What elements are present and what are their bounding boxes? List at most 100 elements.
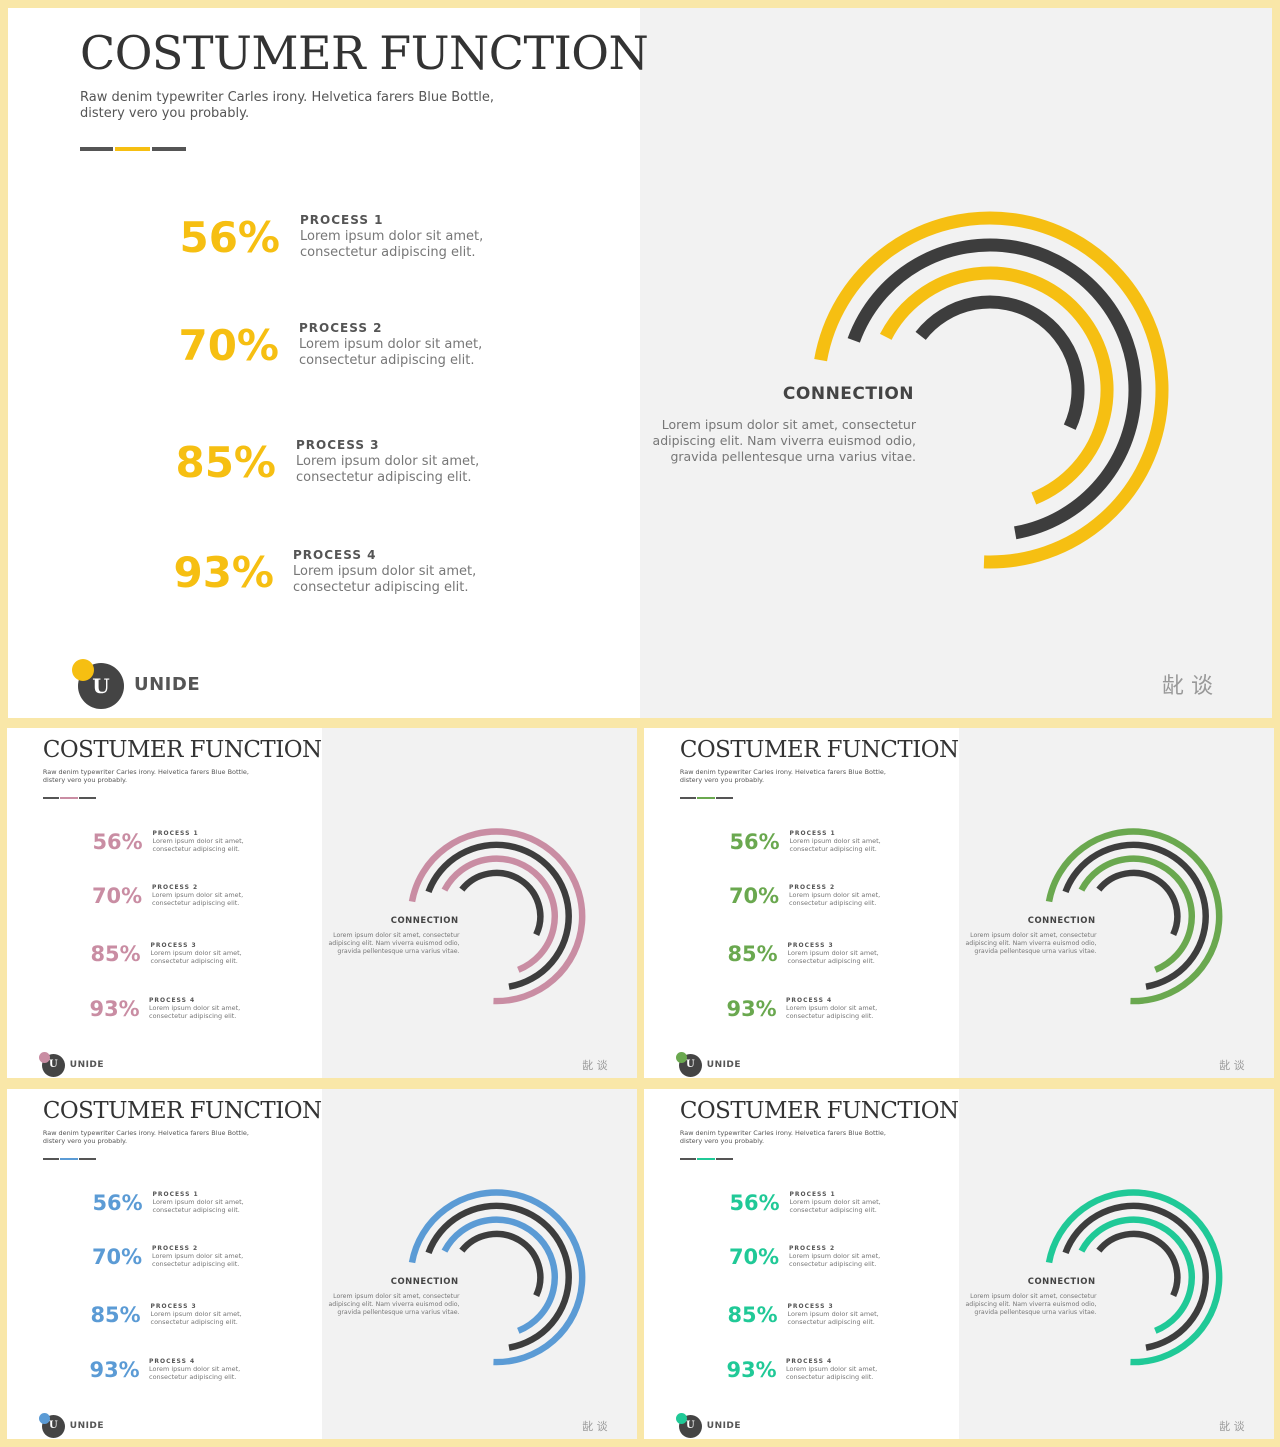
divider-middle xyxy=(60,797,78,800)
process-desc-line-2: consectetur adipiscing elit. xyxy=(152,1259,240,1268)
process-desc-3: Lorem ipsum dolor sit amet, consectetur … xyxy=(296,454,516,486)
process-percent-2: 70% xyxy=(92,1245,143,1269)
process-desc-1: Lorem ipsum dolor sit amet, consectetur … xyxy=(300,229,520,261)
ring-arc-2 xyxy=(847,238,1142,540)
process-title-3: PROCESS 3 xyxy=(150,942,197,950)
process-desc-line-1: Lorem ipsum dolor sit amet, xyxy=(152,1198,244,1207)
ring-arc-1 xyxy=(408,1189,586,1366)
process-desc-3: Lorem ipsum dolor sit amet, consectetur … xyxy=(151,1310,261,1327)
connection-desc-line-3: gravida pellentesque urna varius vitae. xyxy=(337,1308,460,1316)
ring-arc-3 xyxy=(441,1216,558,1334)
connection-desc: Lorem ipsum dolor sit amet, consectetur … xyxy=(616,417,916,465)
process-desc-2: Lorem ipsum dolor sit amet, consectetur … xyxy=(299,337,519,369)
process-percent-2: 70% xyxy=(729,1245,780,1269)
process-desc-3: Lorem ipsum dolor sit amet, consectetur … xyxy=(787,949,898,966)
process-desc-line-1: Lorem ipsum dolor sit amet, xyxy=(152,1251,244,1260)
right-panel xyxy=(959,728,1274,1078)
process-title-3: PROCESS 3 xyxy=(296,438,380,452)
process-percent-1: 56% xyxy=(729,1191,780,1216)
subtitle-line-2: distery vero you probably. xyxy=(679,775,765,784)
process-desc-1: Lorem ipsum dolor sit amet, consectetur … xyxy=(152,1198,263,1215)
ring-arc-3 xyxy=(441,855,558,973)
process-title-4: PROCESS 4 xyxy=(293,548,377,562)
divider-right xyxy=(152,147,186,151)
process-desc-1: Lorem ipsum dolor sit amet, consectetur … xyxy=(152,837,263,854)
divider-middle xyxy=(60,1158,78,1161)
right-panel xyxy=(959,1089,1274,1439)
ring-arc-4 xyxy=(1096,869,1181,936)
process-desc-line-1: Lorem ipsum dolor sit amet, xyxy=(300,229,484,244)
process-desc-line-1: Lorem ipsum dolor sit amet, xyxy=(786,1365,878,1374)
process-percent-3: 85% xyxy=(727,1303,778,1328)
process-desc-line-1: Lorem ipsum dolor sit amet, xyxy=(789,837,881,846)
process-desc-line-1: Lorem ipsum dolor sit amet, xyxy=(299,337,483,352)
brand-name: UNIDE xyxy=(706,1059,741,1070)
watermark-text: 龀 谈 xyxy=(582,1058,608,1072)
process-desc-line-1: Lorem ipsum dolor sit amet, xyxy=(296,454,480,469)
connection-title: CONNECTION xyxy=(1027,1276,1096,1287)
brand-logo-dot xyxy=(38,1413,50,1425)
connection-desc-line-2: adipiscing elit. Nam viverra euismod odi… xyxy=(652,433,916,448)
process-desc-line-2: consectetur adipiscing elit. xyxy=(300,245,476,260)
brand-name: UNIDE xyxy=(706,1420,741,1431)
watermark-text: 龀 谈 xyxy=(1162,674,1213,699)
process-percent-4: 93% xyxy=(89,997,140,1022)
divider-middle xyxy=(697,1158,715,1161)
subtitle-line-1: Raw denim typewriter Carles irony. Helve… xyxy=(42,1128,249,1137)
subtitle-line-1: Raw denim typewriter Carles irony. Helve… xyxy=(679,767,886,776)
page-subtitle: Raw denim typewriter Carles irony. Helve… xyxy=(679,767,909,785)
process-desc-line-1: Lorem ipsum dolor sit amet, xyxy=(150,949,242,958)
ring-arc-3 xyxy=(1078,1216,1195,1334)
connection-desc: Lorem ipsum dolor sit amet, consectetur … xyxy=(947,1293,1097,1317)
connection-desc-line-3: gravida pellentesque urna varius vitae. xyxy=(337,947,460,955)
right-panel xyxy=(322,728,637,1078)
ring-arc-3 xyxy=(879,266,1114,505)
page-subtitle: Raw denim typewriter Carles irony. Helve… xyxy=(80,90,540,122)
process-percent-4: 93% xyxy=(89,1358,140,1383)
right-panel xyxy=(640,8,1272,718)
connection-desc-line-1: Lorem ipsum dolor sit amet, consectetur xyxy=(970,931,1097,939)
process-desc-line-1: Lorem ipsum dolor sit amet, xyxy=(152,890,244,899)
process-title-1: PROCESS 1 xyxy=(152,830,199,838)
process-percent-4: 93% xyxy=(726,1358,777,1383)
process-desc-line-1: Lorem ipsum dolor sit amet, xyxy=(789,1198,881,1207)
connection-title: CONNECTION xyxy=(390,915,459,926)
page-title: COSTUMER FUNCTION xyxy=(42,736,322,763)
process-title-3: PROCESS 3 xyxy=(150,1303,197,1311)
left-panel xyxy=(7,728,322,1078)
process-title-1: PROCESS 1 xyxy=(152,1191,199,1199)
process-desc-4: Lorem ipsum dolor sit amet, consectetur … xyxy=(786,1004,896,1021)
process-desc-line-2: consectetur adipiscing elit. xyxy=(789,1259,877,1268)
connection-title: CONNECTION xyxy=(1027,915,1096,926)
watermark-text: 龀 谈 xyxy=(1219,1058,1245,1072)
connection-desc: Lorem ipsum dolor sit amet, consectetur … xyxy=(310,1293,460,1317)
connection-title: CONNECTION xyxy=(390,1276,459,1287)
brand-logo-dot xyxy=(675,1052,687,1064)
process-desc-line-1: Lorem ipsum dolor sit amet, xyxy=(787,949,879,958)
connection-desc-line-1: Lorem ipsum dolor sit amet, consectetur xyxy=(333,1292,460,1300)
process-desc-line-1: Lorem ipsum dolor sit amet, xyxy=(149,1004,241,1013)
process-title-3: PROCESS 3 xyxy=(787,942,834,950)
process-desc-line-2: consectetur adipiscing elit. xyxy=(152,845,240,854)
process-desc-line-2: consectetur adipiscing elit. xyxy=(786,1012,874,1021)
process-percent-2: 70% xyxy=(729,884,780,908)
divider-left xyxy=(80,147,113,151)
watermark-text: 龀 谈 xyxy=(1219,1419,1245,1433)
page-subtitle: Raw denim typewriter Carles irony. Helve… xyxy=(43,768,272,785)
process-desc-line-2: consectetur adipiscing elit. xyxy=(149,1373,237,1382)
slide-yellow: COSTUMER FUNCTION Raw denim typewriter C… xyxy=(8,8,1272,718)
process-desc-line-1: Lorem ipsum dolor sit amet, xyxy=(787,1310,879,1319)
process-desc-3: Lorem ipsum dolor sit amet, consectetur … xyxy=(150,949,261,966)
connection-rings xyxy=(408,1189,586,1366)
process-percent-3: 85% xyxy=(90,1303,141,1328)
subtitle-line-2: distery vero you probably. xyxy=(80,106,250,121)
process-desc-line-1: Lorem ipsum dolor sit amet, xyxy=(149,1365,241,1374)
ring-arc-4 xyxy=(459,1230,544,1297)
process-title-2: PROCESS 2 xyxy=(789,1245,836,1252)
process-percent-3: 85% xyxy=(90,942,141,967)
divider-right xyxy=(78,1158,96,1161)
process-desc-4: Lorem ipsum dolor sit amet, consectetur … xyxy=(786,1365,896,1382)
process-desc-line-1: Lorem ipsum dolor sit amet, xyxy=(789,1251,881,1260)
process-desc-line-2: consectetur adipiscing elit. xyxy=(789,898,877,907)
process-desc-2: Lorem ipsum dolor sit amet, consectetur … xyxy=(789,891,899,908)
